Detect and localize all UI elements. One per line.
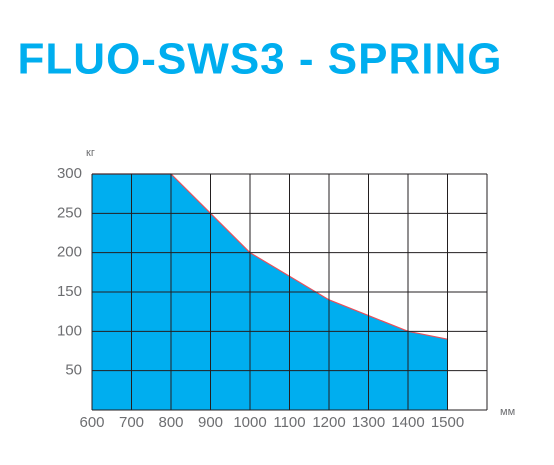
y-tick-label: 300 — [57, 165, 82, 182]
x-tick-label: 1000 — [233, 414, 266, 431]
x-tick-label: 700 — [119, 414, 144, 431]
y-tick-label: 150 — [57, 283, 82, 300]
x-axis-label: мм — [500, 406, 515, 418]
y-tick-label: 250 — [57, 204, 82, 221]
x-tick-label: 900 — [198, 414, 223, 431]
x-tick-label: 1300 — [352, 414, 385, 431]
y-axis-label: кг — [86, 147, 95, 159]
y-tick-label: 200 — [57, 244, 82, 261]
x-tick-label: 800 — [158, 414, 183, 431]
x-tick-label: 1400 — [391, 414, 424, 431]
chart-title: FLUO-SWS3 - SPRING — [18, 35, 503, 84]
x-tick-label: 1500 — [431, 414, 464, 431]
y-tick-label: 50 — [65, 362, 82, 379]
y-tick-label: 100 — [57, 322, 82, 339]
x-tick-label: 600 — [79, 414, 104, 431]
x-tick-label: 1100 — [273, 414, 305, 431]
x-tick-label: 1200 — [312, 414, 345, 431]
